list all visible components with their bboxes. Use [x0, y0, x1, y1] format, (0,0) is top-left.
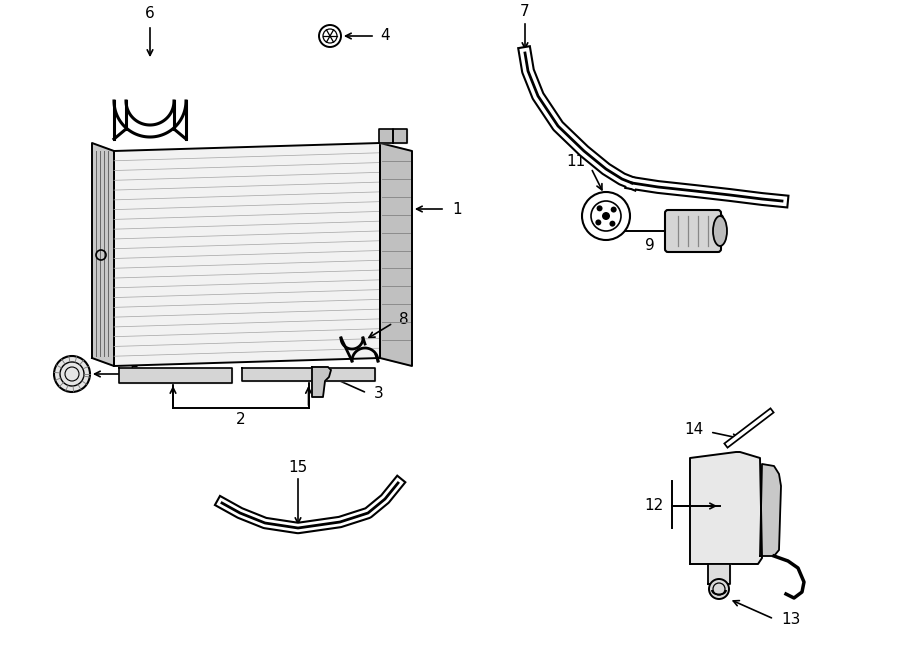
Text: 10: 10	[706, 214, 725, 229]
Polygon shape	[690, 452, 762, 564]
Circle shape	[54, 356, 90, 392]
Text: 6: 6	[145, 5, 155, 20]
Text: 2: 2	[236, 412, 246, 428]
Text: 4: 4	[380, 28, 390, 44]
Polygon shape	[119, 368, 232, 383]
Circle shape	[609, 221, 616, 227]
Circle shape	[602, 212, 610, 220]
Circle shape	[319, 25, 341, 47]
Polygon shape	[114, 143, 380, 366]
Polygon shape	[92, 143, 114, 366]
Circle shape	[709, 579, 729, 599]
Text: 1: 1	[452, 202, 462, 217]
Polygon shape	[242, 368, 375, 381]
Polygon shape	[760, 464, 781, 556]
Polygon shape	[312, 367, 331, 397]
Text: 11: 11	[567, 153, 586, 169]
Circle shape	[611, 207, 616, 213]
Circle shape	[595, 219, 601, 225]
Polygon shape	[708, 564, 730, 584]
Polygon shape	[393, 129, 407, 143]
FancyBboxPatch shape	[665, 210, 721, 252]
Text: 14: 14	[685, 422, 704, 436]
Text: 9: 9	[644, 237, 654, 253]
Circle shape	[582, 192, 630, 240]
Text: 3: 3	[374, 385, 383, 401]
Text: 15: 15	[288, 459, 308, 475]
Text: 5: 5	[130, 366, 140, 381]
Text: 13: 13	[781, 611, 800, 627]
Text: 7: 7	[520, 3, 530, 19]
Polygon shape	[380, 143, 412, 366]
Text: 8: 8	[399, 313, 409, 327]
Circle shape	[597, 206, 603, 212]
Ellipse shape	[713, 216, 727, 246]
Text: 12: 12	[644, 498, 664, 514]
Polygon shape	[379, 129, 393, 143]
